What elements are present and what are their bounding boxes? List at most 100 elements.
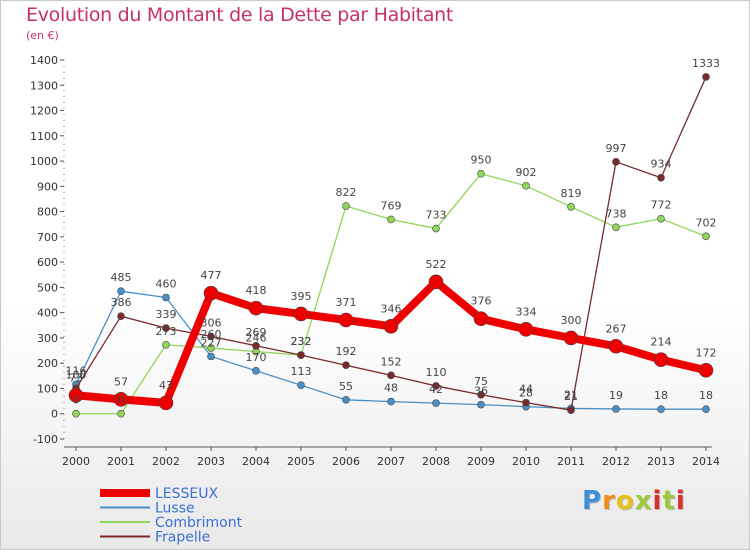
data-label-combrimont: 273 <box>156 325 177 338</box>
data-point-frapelle <box>657 173 665 182</box>
data-label-frapelle: 21 <box>564 390 578 403</box>
data-point-lesseux <box>113 392 129 407</box>
x-tick-label: 2012 <box>602 455 630 468</box>
data-label-frapelle: 997 <box>606 142 627 155</box>
data-label-combrimont: 769 <box>381 199 402 212</box>
data-label-lesseux: 346 <box>381 302 402 315</box>
data-label-frapelle: 75 <box>474 375 488 388</box>
data-label-lesseux: 267 <box>606 322 627 335</box>
data-label-frapelle: 100 <box>66 368 87 381</box>
y-tick-label: 100 <box>37 382 58 395</box>
x-tick-label: 2007 <box>377 455 405 468</box>
data-point-frapelle <box>702 73 710 81</box>
x-tick-label: 2009 <box>467 455 495 468</box>
y-tick-label: 0 <box>51 408 58 421</box>
y-tick-label: 700 <box>37 231 58 244</box>
x-tick-label: 2006 <box>332 455 360 468</box>
data-label-lesseux: 73 <box>69 371 83 384</box>
data-point-frapelle <box>117 312 125 321</box>
data-point-combrimont <box>432 224 440 233</box>
data-label-lusse: 36 <box>474 385 488 398</box>
data-label-frapelle: 306 <box>201 316 222 329</box>
data-label-lesseux: 371 <box>336 296 357 309</box>
data-label-frapelle: 44 <box>519 383 533 396</box>
data-point-lesseux <box>338 312 354 328</box>
data-label-lusse: 170 <box>246 351 267 364</box>
data-point-lusse <box>387 397 395 406</box>
data-label-lesseux: 214 <box>651 336 672 349</box>
data-point-lesseux <box>698 362 714 378</box>
data-label-lusse: 485 <box>111 271 132 284</box>
data-point-frapelle <box>252 341 260 350</box>
y-tick-label: 200 <box>37 357 58 370</box>
data-label-lusse: 460 <box>156 278 177 291</box>
data-label-combrimont: 232 <box>291 335 312 348</box>
data-point-lusse <box>477 400 485 409</box>
data-label-lusse: 18 <box>654 389 668 402</box>
data-point-lusse <box>432 399 440 407</box>
data-point-lusse <box>252 366 260 375</box>
x-tick-label: 2000 <box>62 455 90 468</box>
proxiti-logo: Proxiti <box>582 486 686 516</box>
data-label-combrimont: 950 <box>471 154 492 167</box>
legend-label-lusse: Lusse <box>155 501 195 517</box>
data-label-frapelle: 269 <box>246 326 267 339</box>
data-point-frapelle <box>387 371 395 380</box>
data-point-frapelle <box>207 332 215 341</box>
data-point-frapelle <box>612 158 620 166</box>
data-label-combrimont: 0 <box>73 394 80 407</box>
data-label-frapelle: 192 <box>336 345 357 358</box>
data-point-combrimont <box>702 232 710 241</box>
data-label-lusse: 21 <box>564 388 578 401</box>
data-point-lesseux <box>608 338 624 354</box>
data-label-lusse: 28 <box>519 387 533 400</box>
data-point-lesseux <box>203 285 219 301</box>
data-point-lusse <box>612 405 620 413</box>
data-point-combrimont <box>117 409 125 418</box>
legend-label-lesseux: LESSEUX <box>155 486 219 502</box>
legend-label-combrimont: Combrimont <box>155 515 243 531</box>
x-tick-label: 2013 <box>647 455 675 468</box>
data-point-combrimont <box>657 214 665 223</box>
data-label-combrimont: 819 <box>561 187 582 200</box>
data-label-lesseux: 172 <box>696 346 717 359</box>
data-label-lesseux: 376 <box>471 295 492 308</box>
data-label-combrimont: 772 <box>651 199 672 212</box>
data-point-lesseux <box>383 319 399 334</box>
data-label-combrimont: 738 <box>606 207 627 220</box>
y-tick-label: 1400 <box>30 54 58 67</box>
data-label-lusse: 113 <box>291 365 312 378</box>
data-point-frapelle <box>432 382 440 390</box>
data-point-lusse <box>117 287 125 295</box>
data-label-lusse: 48 <box>384 382 398 395</box>
data-point-frapelle <box>477 390 485 399</box>
data-label-lesseux: 418 <box>246 284 267 297</box>
data-point-frapelle <box>162 324 170 332</box>
data-point-lesseux <box>293 306 309 322</box>
data-point-lusse <box>702 405 710 413</box>
data-label-frapelle: 339 <box>156 308 177 321</box>
y-tick-label: 600 <box>37 256 58 269</box>
data-label-lusse: 116 <box>66 364 87 377</box>
y-tick-label: 300 <box>37 332 58 345</box>
y-tick-label: 1300 <box>30 79 58 92</box>
data-point-lusse <box>297 381 305 389</box>
data-label-lesseux: 300 <box>561 314 582 327</box>
data-point-lesseux <box>68 387 84 403</box>
data-point-lesseux <box>158 395 174 411</box>
data-label-lusse: 42 <box>429 383 443 396</box>
data-point-lesseux <box>473 311 489 327</box>
data-label-frapelle: 386 <box>111 296 132 309</box>
data-point-frapelle <box>342 361 350 370</box>
x-tick-label: 2011 <box>557 455 585 468</box>
x-tick-label: 2003 <box>197 455 225 468</box>
chart-title: Evolution du Montant de la Dette par Hab… <box>26 4 454 26</box>
x-tick-label: 2002 <box>152 455 180 468</box>
x-tick-label: 2005 <box>287 455 315 468</box>
data-point-combrimont <box>387 215 395 224</box>
legend-label-frapelle: Frapelle <box>155 530 210 546</box>
data-label-lesseux: 477 <box>201 269 222 282</box>
x-tick-label: 2001 <box>107 455 135 468</box>
